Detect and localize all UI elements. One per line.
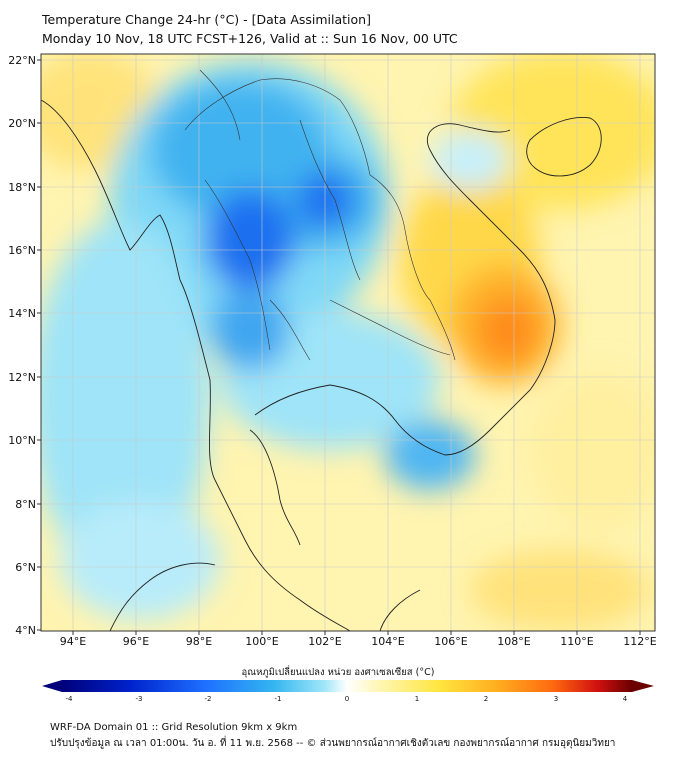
colorbar-max-arrow [632,680,654,692]
latitude-labels: 22°N 20°N 18°N 16°N 14°N 12°N 10°N 8°N 6… [8,54,36,637]
longitude-labels: 94°E 96°E 98°E 100°E 102°E 104°E 106°E 1… [60,635,657,648]
colorbar-tick: 4 [623,695,628,703]
colorbar-tick: 2 [484,695,488,703]
lon-label: 94°E [60,635,86,648]
lon-label: 110°E [560,635,593,648]
colorbar-ticks: -4 -3 -2 -1 0 1 2 3 4 [66,695,628,703]
colorbar-tick: 1 [415,695,419,703]
country-borders [184,69,456,361]
lon-label: 102°E [308,635,341,648]
lat-label: 14°N [8,307,36,320]
colorbar-tick: -1 [275,695,282,703]
lat-label: 20°N [8,117,36,130]
colorbar-title: อุณหภูมิเปลี่ยนแปลง หน่วย องศาเซลเซียส (… [241,667,435,678]
lat-label: 4°N [15,624,36,637]
colorbar-tick: -3 [136,695,143,703]
map-title: Temperature Change 24-hr (°C) - [Data As… [42,12,371,27]
footer-update-info: ปรับปรุงข้อมูล ณ เวลา 01:00น. วัน อ. ที่… [50,738,616,749]
colorbar-gradient [62,680,632,692]
lon-label: 104°E [371,635,404,648]
lon-label: 106°E [434,635,467,648]
axis-ticks [37,59,641,635]
lat-label: 16°N [8,244,36,257]
temperature-field [41,54,655,631]
lat-label: 12°N [8,371,36,384]
map-subtitle: Monday 10 Nov, 18 UTC FCST+126, Valid at… [42,31,458,46]
lon-label: 96°E [123,635,149,648]
lat-label: 18°N [8,181,36,194]
lon-label: 98°E [186,635,212,648]
footer-model-info: WRF-DA Domain 01 :: Grid Resolution 9km … [50,722,298,733]
colorbar: -4 -3 -2 -1 0 1 2 3 4 [42,680,654,703]
colorbar-tick: 3 [554,695,558,703]
colorbar-min-arrow [42,680,62,692]
lat-label: 6°N [15,561,36,574]
lon-label: 112°E [623,635,656,648]
colorbar-tick: -2 [205,695,212,703]
lat-label: 10°N [8,434,36,447]
lon-label: 108°E [497,635,530,648]
colorbar-tick: 0 [345,695,349,703]
lat-label: 8°N [15,498,36,511]
colorbar-tick: -4 [66,695,74,703]
lon-label: 100°E [245,635,278,648]
graticule [41,54,655,631]
coastlines [41,99,602,631]
lat-label: 22°N [8,54,36,67]
map-frame [40,53,656,632]
